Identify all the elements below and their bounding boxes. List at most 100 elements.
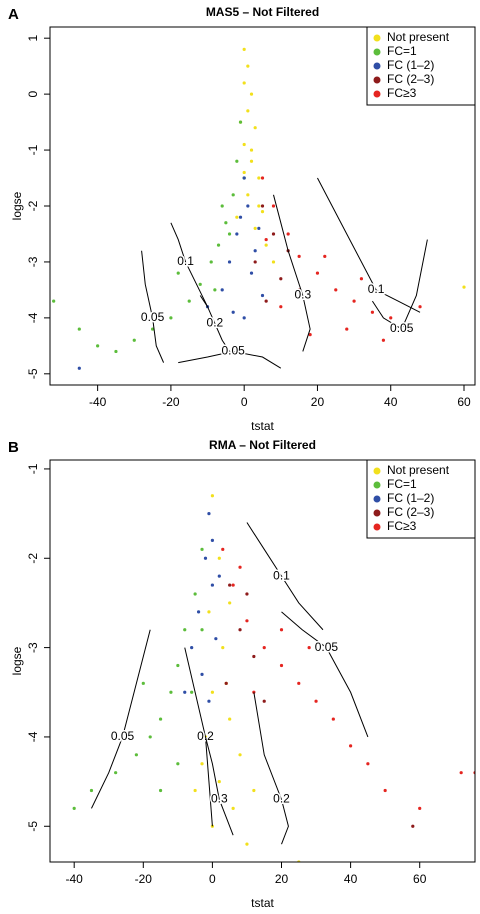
point — [271, 204, 276, 208]
point — [418, 305, 422, 309]
point — [224, 681, 228, 685]
contour-line — [170, 222, 208, 307]
point — [238, 565, 242, 569]
point — [246, 64, 250, 68]
legend-label: FC (1–2) — [387, 58, 434, 72]
points: 0.05 0.1 0.2 0.05 0.1 0.05 0.3 — [52, 47, 466, 370]
x-tick-label: 20 — [311, 395, 325, 409]
point — [366, 762, 370, 766]
y-tick-label: -3 — [26, 642, 40, 653]
point — [370, 310, 375, 314]
point — [217, 780, 221, 784]
contour-label: 0.3 — [294, 288, 311, 302]
point — [238, 628, 242, 632]
contour-line — [281, 611, 369, 738]
x-tick-label: 60 — [413, 872, 427, 886]
point — [245, 842, 249, 846]
point — [315, 271, 320, 275]
contour-label: 0.2 — [197, 729, 214, 743]
point — [193, 592, 197, 596]
point — [279, 628, 284, 632]
point — [262, 646, 266, 650]
point — [235, 215, 239, 219]
point — [249, 271, 254, 275]
y-axis-label: logse — [10, 646, 24, 675]
point — [200, 672, 204, 677]
legend-label: FC≥3 — [387, 519, 417, 533]
point — [193, 788, 197, 793]
legend-swatch — [373, 495, 381, 503]
point — [203, 556, 208, 560]
point — [207, 610, 211, 614]
point — [253, 260, 257, 264]
point — [221, 547, 225, 551]
x-axis-label: tstat — [251, 896, 274, 910]
y-tick-label: -2 — [26, 200, 40, 211]
point — [246, 109, 250, 113]
plot-panel: A MAS5 – Not Filtered0.050.10.20.050.10.0… — [8, 5, 476, 433]
legend-label: Not present — [387, 463, 450, 477]
point — [228, 717, 232, 721]
y-tick-label: 0 — [26, 90, 40, 97]
legend-swatch — [373, 90, 381, 98]
legend-box — [366, 459, 476, 539]
contour-label: 0.2 — [207, 316, 224, 330]
point — [231, 583, 235, 587]
y-tick-label: -5 — [26, 368, 40, 379]
y-tick-label: -3 — [26, 256, 40, 267]
point — [252, 654, 256, 659]
x-tick-label: -40 — [89, 395, 107, 409]
point — [198, 282, 202, 286]
legend-swatch — [373, 481, 381, 489]
contour-label: 0.05 — [222, 344, 246, 358]
point — [308, 333, 312, 337]
point — [220, 204, 224, 208]
y-tick-label: 1 — [26, 35, 40, 42]
point — [314, 699, 318, 703]
point — [279, 663, 284, 668]
point — [279, 305, 283, 309]
point — [220, 288, 224, 292]
point — [235, 159, 239, 163]
panel-label: A — [8, 6, 19, 23]
point — [253, 126, 257, 130]
x-tick-label: -20 — [135, 872, 153, 886]
contour-label: 0.05 — [111, 729, 135, 743]
point — [45, 820, 48, 823]
point — [52, 299, 56, 303]
plot-frame — [49, 459, 476, 863]
point — [210, 538, 214, 543]
point — [77, 327, 81, 331]
point — [158, 788, 163, 793]
plot-panel: B RMA – Not Filtered 0.1 0.05 0.05 0.2 0.3 0.2 -… — [8, 438, 476, 910]
x-tick-label: -20 — [162, 395, 180, 409]
point — [253, 249, 257, 253]
point — [190, 646, 194, 650]
point — [359, 277, 364, 281]
x-axis-label: tstat — [251, 419, 274, 433]
legend-label: FC (2–3) — [387, 505, 434, 519]
contour-line — [141, 250, 165, 363]
legend-swatch — [373, 467, 381, 475]
y-axis-label: logse — [10, 191, 24, 220]
contour-label: 0.3 — [211, 792, 228, 806]
point — [132, 338, 136, 342]
point — [242, 170, 246, 175]
point — [462, 285, 466, 289]
point — [246, 204, 250, 208]
contour-label: 0.1 — [368, 282, 385, 296]
point — [231, 310, 235, 314]
point — [381, 338, 386, 342]
point — [210, 583, 214, 587]
point — [200, 628, 204, 632]
point — [227, 260, 232, 264]
panel-label: B — [8, 439, 19, 456]
chart-title: RMA – Not Filtered — [209, 438, 316, 452]
point — [245, 592, 249, 596]
point — [345, 327, 349, 331]
y-tick-label: -4 — [26, 312, 40, 323]
point — [242, 176, 246, 180]
x-tick-label: 40 — [384, 395, 398, 409]
point — [264, 237, 268, 242]
